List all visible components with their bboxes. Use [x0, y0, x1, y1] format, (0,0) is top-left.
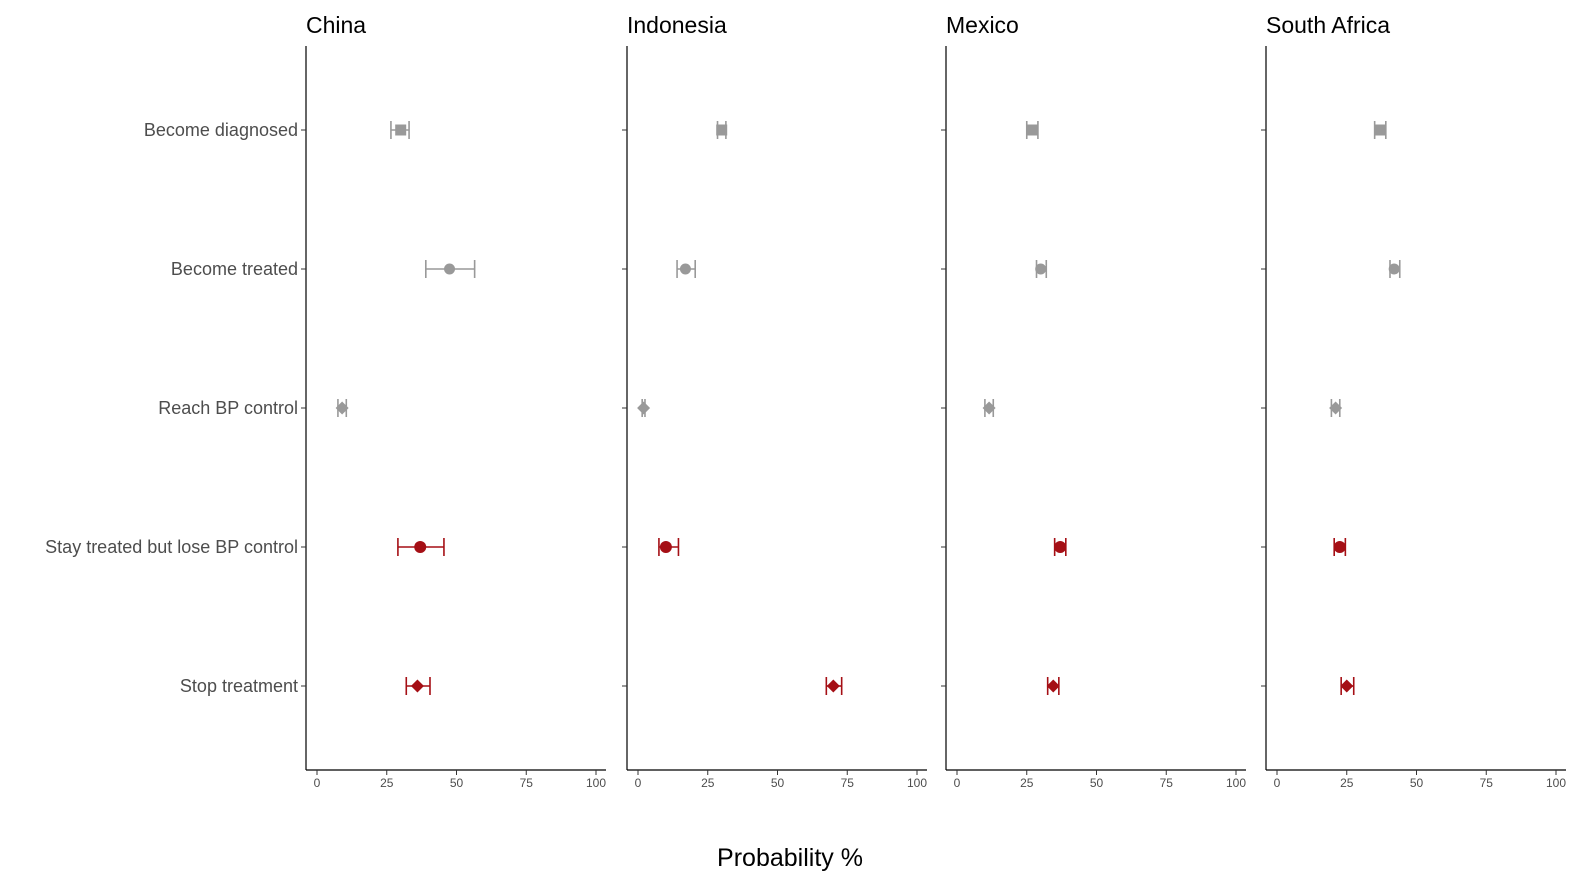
point-china-stay-treated-but-lose-bp-control	[414, 541, 427, 553]
point-south-africa-become-treated	[1388, 263, 1400, 275]
category-label-become-treated: Become treated	[171, 259, 298, 279]
point-mexico-become-diagnosed	[1026, 124, 1038, 136]
x-tick-label-china-100: 100	[586, 776, 606, 790]
x-tick-label-mexico-0: 0	[954, 776, 961, 790]
point-south-africa-reach-bp-control	[1329, 401, 1343, 415]
point-south-africa-stay-treated-but-lose-bp-control	[1333, 541, 1346, 553]
point-indonesia-reach-bp-control	[637, 401, 651, 415]
panel-title-south-africa: South Africa	[1266, 12, 1390, 38]
point-mexico-stay-treated-but-lose-bp-control	[1054, 541, 1067, 553]
x-tick-label-mexico-100: 100	[1226, 776, 1246, 790]
point-indonesia-stop-treatment	[826, 679, 840, 693]
x-tick-label-mexico-50: 50	[1090, 776, 1104, 790]
x-tick-label-indonesia-100: 100	[907, 776, 927, 790]
point-south-africa-stop-treatment	[1340, 679, 1354, 693]
x-tick-label-south-africa-75: 75	[1480, 776, 1494, 790]
point-mexico-stop-treatment	[1046, 679, 1060, 693]
category-label-become-diagnosed: Become diagnosed	[144, 120, 298, 140]
x-tick-label-south-africa-25: 25	[1340, 776, 1354, 790]
panel-title-china: China	[306, 12, 366, 38]
x-tick-label-china-75: 75	[520, 776, 534, 790]
panel-title-indonesia: Indonesia	[627, 12, 727, 38]
x-tick-label-south-africa-0: 0	[1274, 776, 1281, 790]
x-tick-label-china-50: 50	[450, 776, 464, 790]
x-tick-label-indonesia-0: 0	[635, 776, 642, 790]
x-tick-label-south-africa-50: 50	[1410, 776, 1424, 790]
point-china-stop-treatment	[410, 679, 424, 693]
point-mexico-reach-bp-control	[982, 401, 996, 415]
point-china-become-treated	[444, 263, 456, 275]
x-tick-label-indonesia-50: 50	[771, 776, 785, 790]
point-indonesia-become-treated	[679, 263, 691, 275]
x-tick-label-indonesia-75: 75	[841, 776, 855, 790]
x-axis-title: Probability %	[717, 844, 863, 872]
category-label-stay-treated-but-lose-bp-control: Stay treated but lose BP control	[45, 537, 298, 557]
x-tick-label-mexico-75: 75	[1160, 776, 1174, 790]
point-mexico-become-treated	[1035, 263, 1047, 275]
category-label-stop-treatment: Stop treatment	[180, 676, 298, 696]
point-indonesia-stay-treated-but-lose-bp-control	[659, 541, 672, 553]
x-tick-label-south-africa-100: 100	[1546, 776, 1566, 790]
category-label-reach-bp-control: Reach BP control	[158, 398, 298, 418]
x-tick-label-indonesia-25: 25	[701, 776, 715, 790]
panel-title-mexico: Mexico	[946, 12, 1019, 38]
x-tick-label-china-0: 0	[314, 776, 321, 790]
x-tick-label-china-25: 25	[380, 776, 394, 790]
point-china-reach-bp-control	[335, 401, 349, 415]
point-south-africa-become-diagnosed	[1374, 124, 1386, 136]
point-china-become-diagnosed	[395, 124, 407, 136]
x-tick-label-mexico-25: 25	[1020, 776, 1034, 790]
point-indonesia-become-diagnosed	[716, 124, 728, 136]
